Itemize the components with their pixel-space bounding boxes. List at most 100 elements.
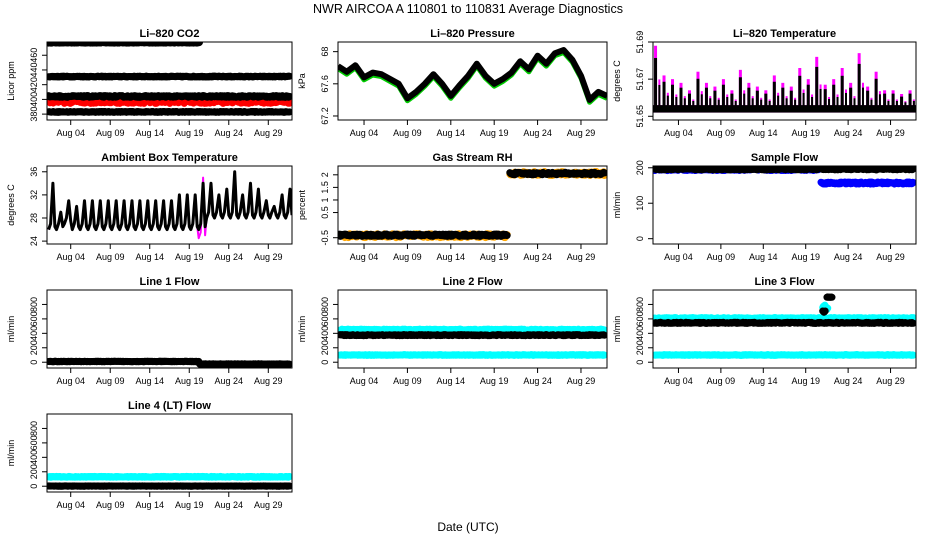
panel-title: Li–820 Pressure — [430, 28, 514, 40]
y-tick-label: 800 — [320, 297, 330, 312]
data-point — [600, 331, 607, 339]
y-axis-label: kPa — [297, 73, 307, 89]
y-axis-label: ml/min — [612, 192, 622, 219]
y-tick-label: 600 — [320, 311, 330, 326]
series-cyan-high — [653, 301, 916, 323]
x-tick-label: Aug 19 — [175, 128, 204, 138]
y-axis-label: degrees C — [6, 184, 16, 226]
panel-frame — [652, 41, 917, 121]
panel-5: Gas Stream RH percent Aug 04 Aug 09 Aug 14 Au… — [297, 152, 608, 262]
data-point — [600, 351, 607, 359]
x-tick-label: Aug 09 — [707, 128, 736, 138]
y-tick-label: 24 — [29, 236, 39, 246]
x-tick-label: Aug 29 — [567, 128, 596, 138]
x-tick-label: Aug 19 — [480, 376, 509, 386]
y-tick-label: 1 — [320, 197, 330, 202]
panel-title: Line 1 Flow — [140, 276, 200, 288]
series-black — [653, 166, 916, 174]
x-tick-label: Aug 09 — [96, 376, 125, 386]
x-tick-label: Aug 09 — [96, 252, 125, 262]
x-tick-label: Aug 09 — [96, 128, 125, 138]
x-tick-label: Aug 19 — [175, 252, 204, 262]
series-low — [47, 107, 292, 116]
x-tick-label: Aug 29 — [567, 376, 596, 386]
x-tick-label: Aug 09 — [393, 252, 422, 262]
x-tick-label: Aug 19 — [791, 128, 820, 138]
series-orange — [338, 168, 607, 242]
x-tick-label: Aug 19 — [480, 252, 509, 262]
plot-area — [338, 47, 607, 105]
y-tick-label: 200 — [320, 340, 330, 355]
series-black — [47, 170, 292, 232]
x-tick-label: Aug 24 — [215, 376, 244, 386]
x-tick-label: Aug 04 — [56, 128, 85, 138]
data-point — [286, 108, 292, 116]
x-tick-label: Aug 24 — [834, 128, 863, 138]
x-tick-label: Aug 09 — [393, 376, 422, 386]
x-tick-label: Aug 14 — [437, 376, 466, 386]
x-tick-label: Aug 09 — [707, 252, 736, 262]
y-tick-label: 420 — [29, 77, 39, 92]
y-tick-label: 200 — [29, 340, 39, 355]
series-high — [47, 42, 204, 47]
data-point — [286, 92, 292, 100]
x-tick-label: Aug 19 — [791, 252, 820, 262]
y-tick-label: 28 — [29, 213, 39, 223]
x-tick-label: Aug 04 — [350, 376, 379, 386]
x-tick-label: Aug 04 — [664, 252, 693, 262]
data-point — [909, 179, 916, 187]
y-tick-label: 0 — [635, 236, 645, 241]
y-tick-label: 0.5 — [320, 206, 330, 219]
panel-frame — [337, 41, 608, 121]
x-tick-label: Aug 04 — [56, 252, 85, 262]
x-tick-label: Aug 04 — [664, 128, 693, 138]
panel-frame — [652, 165, 917, 245]
x-tick-label: Aug 29 — [254, 252, 283, 262]
y-tick-label: 440 — [29, 62, 39, 77]
y-tick-label: 51.67 — [635, 68, 645, 91]
plot-area — [338, 325, 607, 359]
y-tick-label: 380 — [29, 107, 39, 122]
x-tick-label: Aug 04 — [350, 252, 379, 262]
panel-frame — [337, 165, 608, 245]
x-tick-label: Aug 24 — [215, 252, 244, 262]
y-tick-label: 67.6 — [320, 75, 330, 93]
series-black — [653, 57, 916, 113]
y-tick-label: 36 — [29, 167, 39, 177]
x-tick-label: Aug 24 — [215, 128, 244, 138]
x-tick-label: Aug 14 — [135, 128, 164, 138]
x-tick-label: Aug 14 — [437, 128, 466, 138]
y-tick-label: 200 — [635, 160, 645, 175]
y-tick-label: 67.2 — [320, 107, 330, 125]
y-axis-label: percent — [297, 189, 307, 220]
x-tick-label: Aug 24 — [523, 376, 552, 386]
y-tick-label: 100 — [635, 196, 645, 211]
panel-title: Gas Stream RH — [432, 152, 512, 164]
plot-area — [653, 293, 916, 359]
x-tick-label: Aug 14 — [437, 252, 466, 262]
y-tick-label: 68 — [320, 47, 330, 57]
x-tick-label: Aug 04 — [56, 376, 85, 386]
y-tick-label: 400 — [320, 326, 330, 341]
x-tick-label: Aug 24 — [834, 252, 863, 262]
x-tick-label: Aug 24 — [523, 128, 552, 138]
x-tick-label: Aug 14 — [135, 252, 164, 262]
x-tick-label: Aug 19 — [175, 376, 204, 386]
panel-frame — [46, 289, 293, 369]
y-tick-label: 2 — [320, 172, 330, 177]
series-black — [338, 331, 607, 340]
plot-area — [47, 357, 292, 368]
x-tick-label: Aug 29 — [876, 252, 905, 262]
panel-frame — [46, 41, 293, 121]
y-tick-label: 0 — [29, 360, 39, 365]
data-point — [503, 231, 511, 239]
series-black — [47, 357, 292, 368]
